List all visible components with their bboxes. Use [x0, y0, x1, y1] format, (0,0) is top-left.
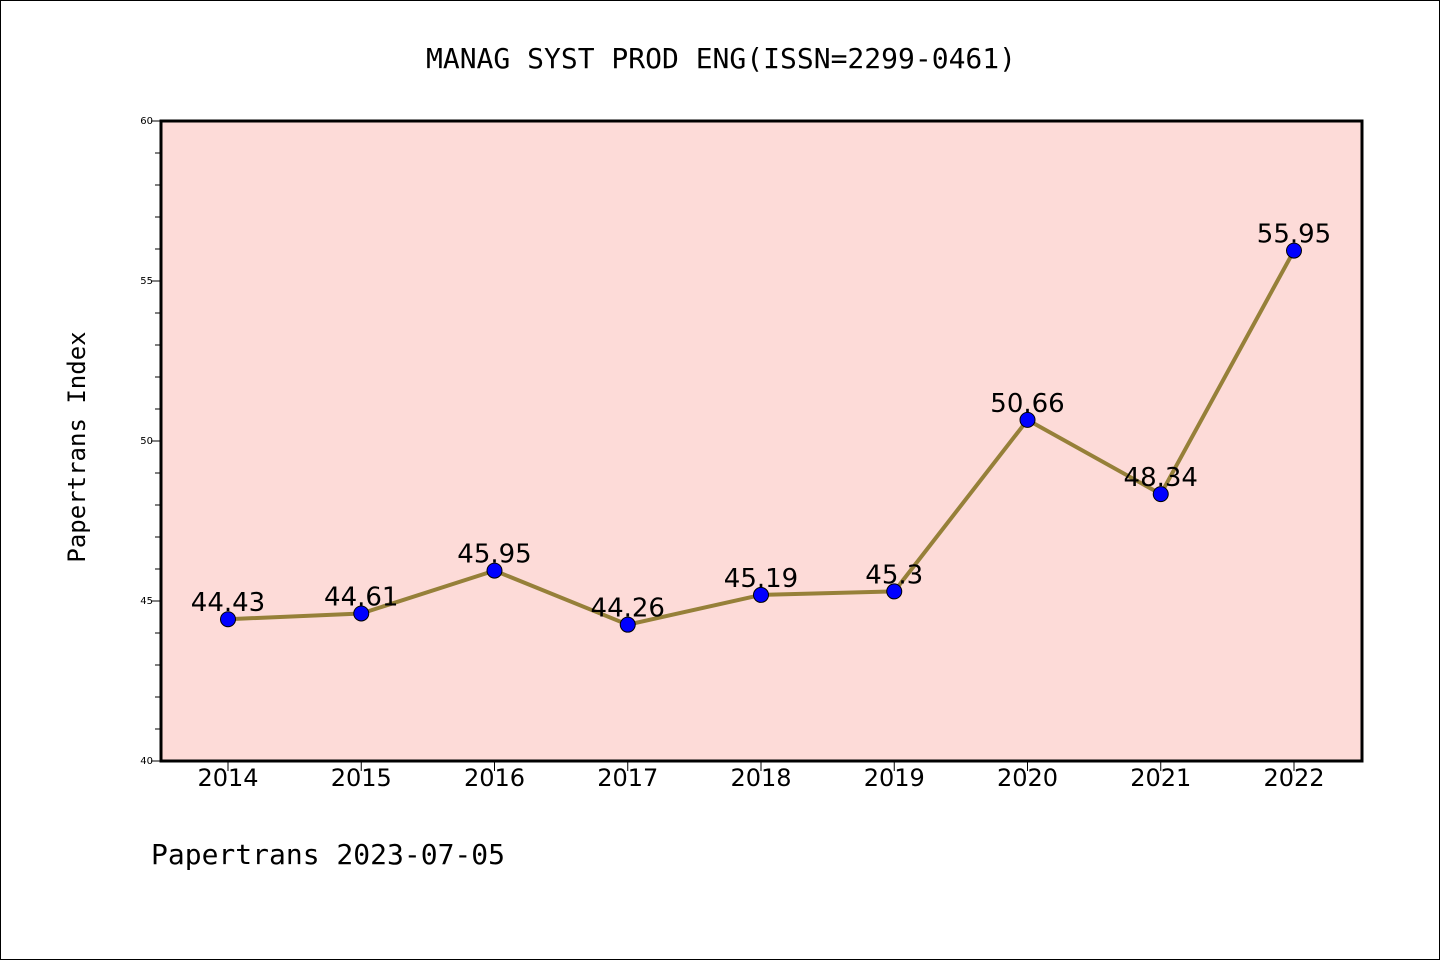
- y-tick-label: 45: [140, 596, 153, 607]
- data-point: [220, 611, 236, 628]
- x-tick-label: 2014: [197, 764, 258, 792]
- x-tick-label: 2016: [464, 764, 525, 792]
- data-label: 44.61: [324, 582, 398, 612]
- x-axis-ticks: 2014 2015 2016 2017 2018 2019 2020 2021 2022: [197, 761, 1325, 792]
- data-labels: 44.43 44.61 45.95 44.26 45.19 45.3 50.66 48.34 5…: [191, 220, 1331, 624]
- data-point: [1152, 486, 1169, 503]
- data-point: [753, 586, 769, 603]
- y-tick-label: 55: [140, 276, 153, 287]
- data-point: [353, 605, 370, 622]
- y-minor-ticks: [155, 152, 161, 730]
- x-tick-label: 2021: [1130, 764, 1191, 792]
- data-point: [886, 583, 903, 600]
- x-tick-label: 2018: [730, 764, 791, 792]
- data-label: 45.19: [724, 564, 798, 594]
- y-tick-label: 40: [140, 756, 153, 767]
- y-axis-label: Papertrans Index: [63, 331, 91, 562]
- data-label: 50.66: [990, 389, 1064, 419]
- data-label: 55.95: [1257, 220, 1331, 250]
- series-markers: [220, 242, 1302, 633]
- x-tick-label: 2015: [331, 764, 392, 792]
- chart-title: MANAG SYST PROD ENG(ISSN=2299-0461): [426, 42, 1016, 75]
- y-tick-label: 60: [140, 116, 153, 127]
- x-tick-label: 2019: [864, 764, 925, 792]
- x-tick-label: 2020: [997, 764, 1058, 792]
- plot-area: [159, 119, 1364, 763]
- data-point: [1286, 242, 1302, 259]
- y-axis-ticks: 40 45 50 55 60: [140, 116, 161, 767]
- x-tick-label: 2022: [1263, 764, 1324, 792]
- data-point: [619, 616, 636, 633]
- x-tick-label: 2017: [597, 764, 658, 792]
- data-label: 45.95: [457, 540, 531, 570]
- data-point: [486, 562, 503, 579]
- footer-date: Papertrans 2023-07-05: [151, 838, 505, 871]
- data-label: 48.34: [1124, 463, 1198, 493]
- data-label: 44.43: [191, 588, 265, 618]
- data-label: 44.26: [591, 594, 665, 624]
- y-tick-label: 50: [140, 436, 153, 447]
- data-point: [1019, 411, 1036, 428]
- data-label: 45.3: [865, 560, 923, 590]
